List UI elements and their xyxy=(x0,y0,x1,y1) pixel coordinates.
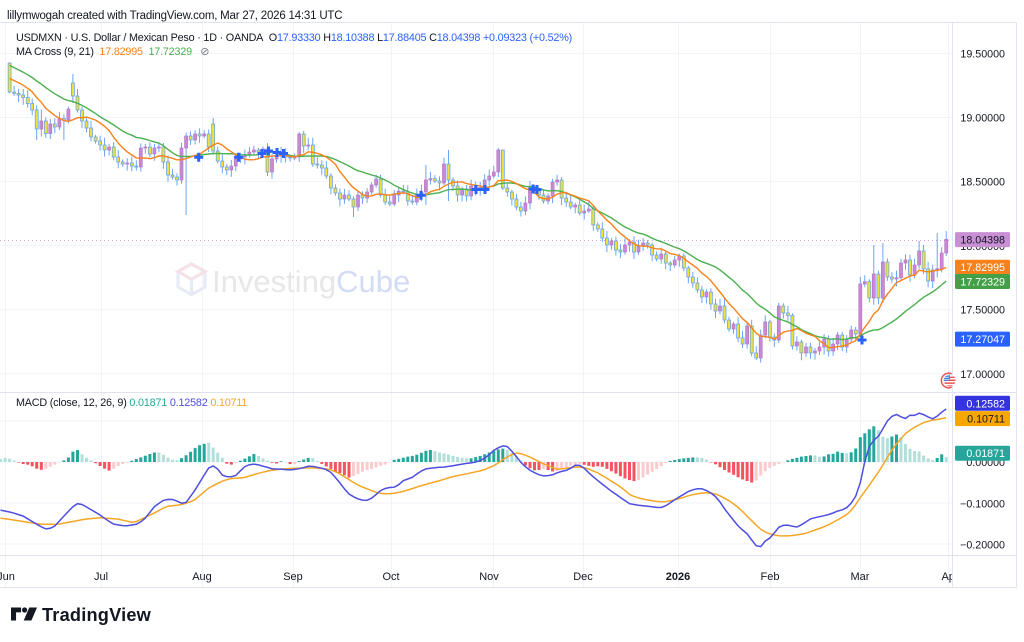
svg-text:InvestingCube: InvestingCube xyxy=(212,264,410,299)
svg-text:17.27047: 17.27047 xyxy=(960,334,1005,346)
svg-text:Sep: Sep xyxy=(283,571,303,583)
svg-text:2026: 2026 xyxy=(666,571,690,583)
svg-text:−0.20000: −0.20000 xyxy=(960,540,1005,552)
svg-text:17.50000: 17.50000 xyxy=(960,305,1005,317)
svg-text:−0.10000: −0.10000 xyxy=(960,499,1005,511)
svg-text:Mar: Mar xyxy=(851,571,870,583)
svg-text:0.12582: 0.12582 xyxy=(966,398,1005,410)
svg-text:18.50000: 18.50000 xyxy=(960,177,1005,189)
svg-text:Aug: Aug xyxy=(192,571,212,583)
svg-text:Dec: Dec xyxy=(573,571,593,583)
svg-text:0.01871: 0.01871 xyxy=(966,448,1005,460)
svg-text:Apr: Apr xyxy=(941,571,958,583)
svg-text:TradingView: TradingView xyxy=(42,605,152,625)
svg-text:17.72329: 17.72329 xyxy=(960,277,1005,289)
svg-text:19.00000: 19.00000 xyxy=(960,113,1005,125)
svg-text:17.00000: 17.00000 xyxy=(960,369,1005,381)
svg-text:19.50000: 19.50000 xyxy=(960,49,1005,61)
svg-text:17.82995: 17.82995 xyxy=(960,262,1005,274)
svg-text:MACD (close, 12, 26, 9) 0.0187: MACD (close, 12, 26, 9) 0.01871 0.12582 … xyxy=(16,397,247,409)
svg-text:0.10711: 0.10711 xyxy=(967,414,1005,426)
svg-text:18.04398: 18.04398 xyxy=(960,235,1005,247)
svg-text:Oct: Oct xyxy=(382,571,399,583)
svg-text:Jul: Jul xyxy=(94,571,108,583)
svg-text:lillymwogah created with Tradi: lillymwogah created with TradingView.com… xyxy=(7,10,342,22)
svg-text:Feb: Feb xyxy=(761,571,780,583)
svg-text:USDMXN · U.S. Dollar / Mexican: USDMXN · U.S. Dollar / Mexican Peso · 1D… xyxy=(16,32,572,44)
svg-text:Jun: Jun xyxy=(0,571,15,583)
svg-text:MA Cross (9, 21) 17.82995 17: MA Cross (9, 21) 17.82995 17.72329 ⊘ xyxy=(16,46,209,58)
svg-text:Nov: Nov xyxy=(479,571,499,583)
